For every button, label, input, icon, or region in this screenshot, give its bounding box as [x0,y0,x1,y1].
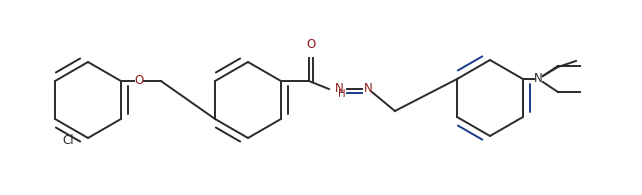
Text: N: N [534,73,542,85]
Text: N: N [363,82,372,95]
Text: O: O [306,38,315,51]
Text: O: O [134,74,144,88]
Text: H: H [338,89,345,99]
Text: Cl: Cl [62,135,74,147]
Text: N: N [334,82,343,95]
